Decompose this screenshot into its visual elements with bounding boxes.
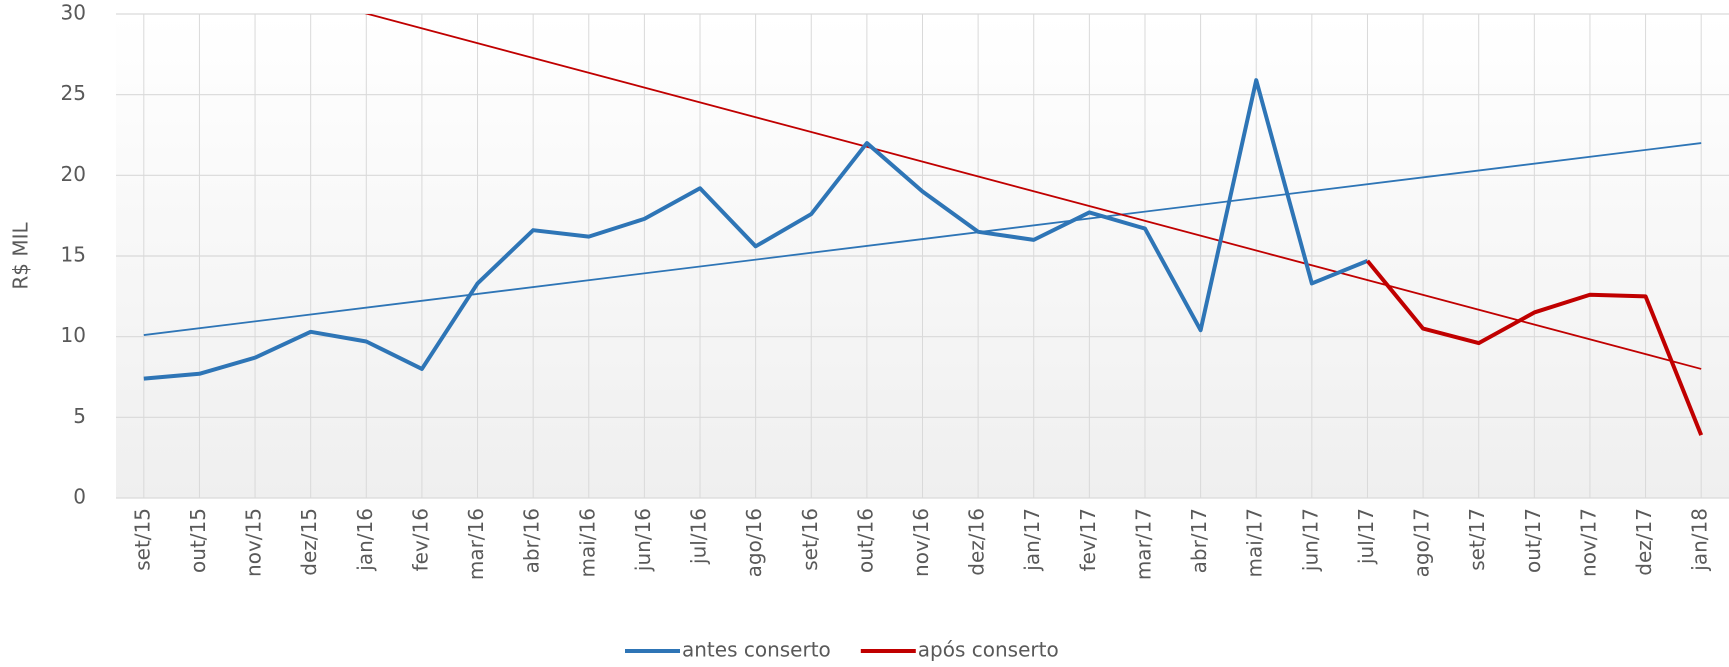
y-tick-label: 10 — [61, 323, 86, 347]
x-tick-label: abr/16 — [520, 508, 544, 573]
x-tick-label: set/15 — [130, 508, 154, 571]
y-tick-label: 20 — [61, 162, 86, 186]
legend-label: após conserto — [918, 638, 1059, 662]
x-tick-label: out/16 — [853, 508, 877, 573]
x-tick-label: ago/17 — [1410, 508, 1434, 577]
x-tick-label: jun/16 — [631, 508, 655, 572]
x-tick-label: abr/17 — [1187, 508, 1211, 573]
x-tick-label: nov/16 — [909, 508, 933, 577]
x-tick-label: jan/17 — [1020, 508, 1044, 572]
trendline — [143, 142, 1702, 336]
x-tick-label: jan/16 — [353, 508, 377, 572]
x-tick-label: jan/18 — [1688, 508, 1712, 572]
x-tick-label: fev/17 — [1076, 508, 1100, 571]
trendline — [364, 14, 1702, 370]
x-tick-label: set/16 — [798, 508, 822, 571]
y-tick-label: 25 — [61, 81, 86, 105]
x-tick-label: out/15 — [186, 508, 210, 573]
series-line — [143, 78, 1369, 381]
x-tick-label: out/17 — [1521, 508, 1545, 573]
x-tick-label: dez/15 — [297, 508, 321, 576]
y-tick-label: 5 — [73, 404, 86, 428]
x-tick-label: set/17 — [1465, 508, 1489, 571]
x-tick-label: mai/17 — [1243, 508, 1267, 577]
x-tick-label: fev/16 — [408, 508, 432, 571]
x-tick-label: mar/17 — [1131, 508, 1155, 580]
y-tick-label: 30 — [61, 1, 86, 25]
x-tick-label: jul/16 — [687, 508, 711, 565]
x-tick-label: jun/17 — [1298, 508, 1322, 572]
x-tick-label: nov/17 — [1576, 508, 1600, 577]
y-tick-label: 0 — [73, 485, 86, 509]
x-tick-label: ago/16 — [742, 508, 766, 577]
x-tick-label: mar/16 — [464, 508, 488, 580]
series-line — [1365, 259, 1704, 436]
y-axis-label: R$ MIL — [9, 222, 33, 290]
x-tick-label: nov/15 — [242, 508, 266, 577]
x-tick-label: mai/16 — [575, 508, 599, 577]
x-tick-label: dez/17 — [1632, 508, 1656, 576]
x-tick-label: jul/17 — [1354, 508, 1378, 565]
legend-label: antes conserto — [682, 638, 831, 662]
y-tick-label: 15 — [61, 243, 86, 267]
x-tick-label: dez/16 — [965, 508, 989, 576]
